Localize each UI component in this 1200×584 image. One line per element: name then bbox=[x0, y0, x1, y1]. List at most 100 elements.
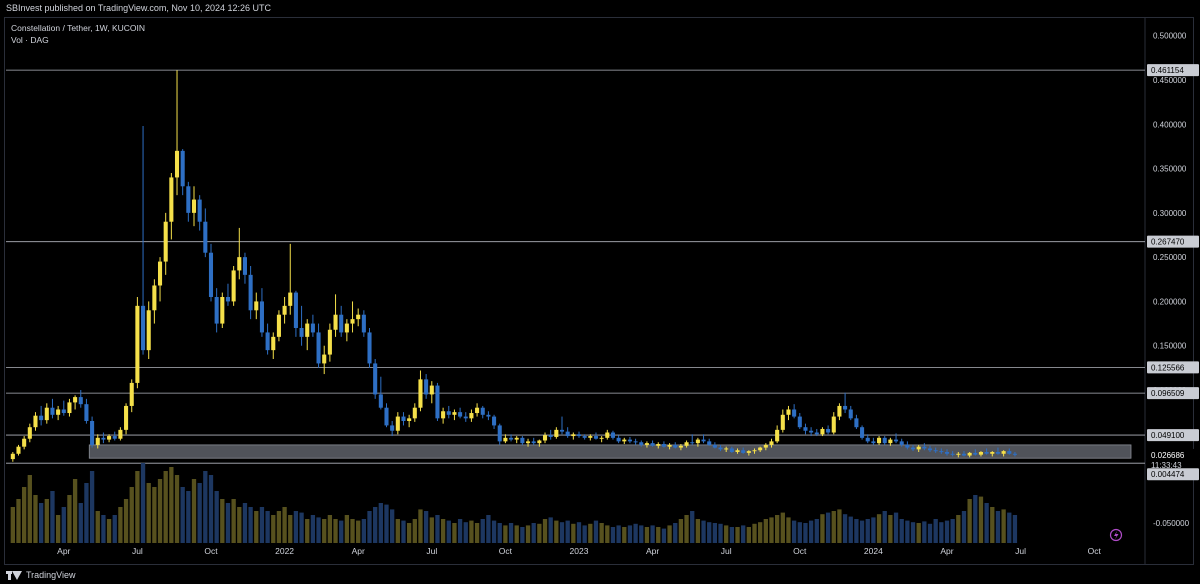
candle-body bbox=[978, 452, 984, 455]
volume-bar bbox=[599, 523, 604, 543]
symbol-title[interactable]: Constellation / Tether, 1W, KUCOIN bbox=[11, 23, 146, 33]
volume-bar bbox=[973, 495, 978, 543]
footer-brand[interactable]: TradingView bbox=[6, 570, 76, 580]
volume-bar bbox=[452, 523, 457, 543]
volume-bar bbox=[169, 467, 174, 543]
candle-body bbox=[916, 446, 921, 450]
level-label: 0.096509 bbox=[1151, 389, 1185, 398]
candle-body bbox=[905, 444, 910, 448]
candle-body bbox=[186, 186, 191, 213]
candle-body bbox=[90, 421, 95, 445]
candle-body bbox=[514, 437, 519, 440]
volume-bar bbox=[531, 523, 536, 543]
candle-body bbox=[16, 446, 21, 454]
volume-bar bbox=[542, 519, 548, 543]
volume-bar bbox=[395, 519, 400, 543]
lightning-icon-bolt bbox=[1114, 531, 1119, 540]
volume-bar bbox=[242, 503, 248, 543]
volume-bar bbox=[322, 519, 327, 543]
candle-body bbox=[633, 441, 638, 443]
volume-bar bbox=[916, 523, 921, 543]
volume-bar bbox=[401, 520, 406, 543]
candle-body bbox=[554, 429, 559, 437]
candle-body bbox=[531, 441, 536, 444]
candle-body bbox=[610, 432, 616, 438]
volume-bar bbox=[129, 487, 134, 543]
volume-bar bbox=[888, 515, 893, 543]
candle-body bbox=[446, 411, 451, 415]
volume-bar bbox=[27, 475, 32, 543]
candle-body bbox=[305, 323, 310, 337]
candle-body bbox=[486, 414, 491, 417]
volume-bar bbox=[780, 512, 785, 543]
volume-bar bbox=[701, 520, 706, 543]
volume-bar bbox=[978, 496, 984, 543]
volume-bar bbox=[152, 487, 157, 543]
candle-body bbox=[344, 323, 349, 333]
volume-bar bbox=[661, 528, 667, 543]
x-axis-tick-label: Oct bbox=[1088, 546, 1102, 556]
level-label: 0.267470 bbox=[1151, 238, 1185, 247]
volume-bar bbox=[639, 525, 644, 543]
candle-body bbox=[1012, 453, 1017, 455]
volume-bar bbox=[157, 479, 163, 543]
volume-bar bbox=[791, 520, 797, 543]
volume-bar bbox=[361, 519, 367, 543]
candle-body bbox=[860, 427, 865, 438]
candle-body bbox=[458, 412, 463, 417]
candle-body bbox=[729, 448, 734, 452]
candle-body bbox=[735, 450, 740, 452]
volume-bar bbox=[474, 523, 480, 543]
candle-body bbox=[271, 336, 276, 351]
volume-bar bbox=[910, 522, 916, 543]
candle-body bbox=[424, 379, 429, 395]
volume-bar bbox=[627, 525, 633, 543]
chart-legend[interactable]: Constellation / Tether, 1W, KUCOIN Vol ·… bbox=[11, 22, 145, 46]
volume-bar bbox=[616, 525, 621, 543]
candle-body bbox=[33, 415, 38, 428]
candle-body bbox=[984, 452, 989, 454]
candle-body bbox=[882, 437, 887, 444]
candle-body bbox=[497, 425, 502, 442]
volume-bar bbox=[271, 515, 276, 543]
volume-bar bbox=[180, 487, 185, 543]
volume-bar bbox=[231, 499, 236, 543]
candle-body bbox=[373, 363, 378, 395]
bar-countdown-label: 11:33:43 bbox=[1151, 461, 1182, 470]
candle-body bbox=[242, 257, 247, 275]
candle-body bbox=[718, 447, 723, 450]
candle-body bbox=[310, 323, 315, 333]
volume-bar bbox=[61, 507, 66, 543]
volume-bar bbox=[905, 520, 910, 543]
candle-body bbox=[174, 150, 180, 178]
candle-body bbox=[752, 450, 757, 452]
volume-bar bbox=[633, 523, 638, 543]
volume-bar bbox=[588, 523, 593, 543]
level-label-bg bbox=[1147, 429, 1199, 442]
candle-body bbox=[157, 261, 163, 286]
support-range-box bbox=[88, 444, 1132, 459]
volume-bar bbox=[276, 511, 282, 543]
volume-bar bbox=[480, 519, 485, 543]
candle-body bbox=[809, 430, 814, 433]
volume-label[interactable]: Vol · DAG bbox=[11, 35, 49, 45]
candle-body bbox=[254, 301, 259, 311]
candle-body bbox=[1001, 451, 1006, 454]
candle-body bbox=[707, 441, 712, 445]
volume-bar bbox=[746, 527, 751, 543]
candle-body bbox=[248, 274, 253, 311]
volume-bar bbox=[406, 523, 412, 543]
candlesticks bbox=[10, 70, 1017, 462]
candle-body bbox=[441, 411, 446, 419]
candle-body bbox=[469, 413, 474, 419]
volume-bar bbox=[871, 517, 876, 543]
volume-bar bbox=[146, 483, 151, 543]
candle-body bbox=[384, 407, 389, 426]
candle-body bbox=[650, 443, 655, 446]
volume-bar bbox=[741, 525, 746, 543]
volume-bar bbox=[673, 523, 678, 543]
candle-body bbox=[888, 439, 893, 444]
candle-body bbox=[899, 441, 904, 445]
candle-body bbox=[616, 437, 621, 442]
